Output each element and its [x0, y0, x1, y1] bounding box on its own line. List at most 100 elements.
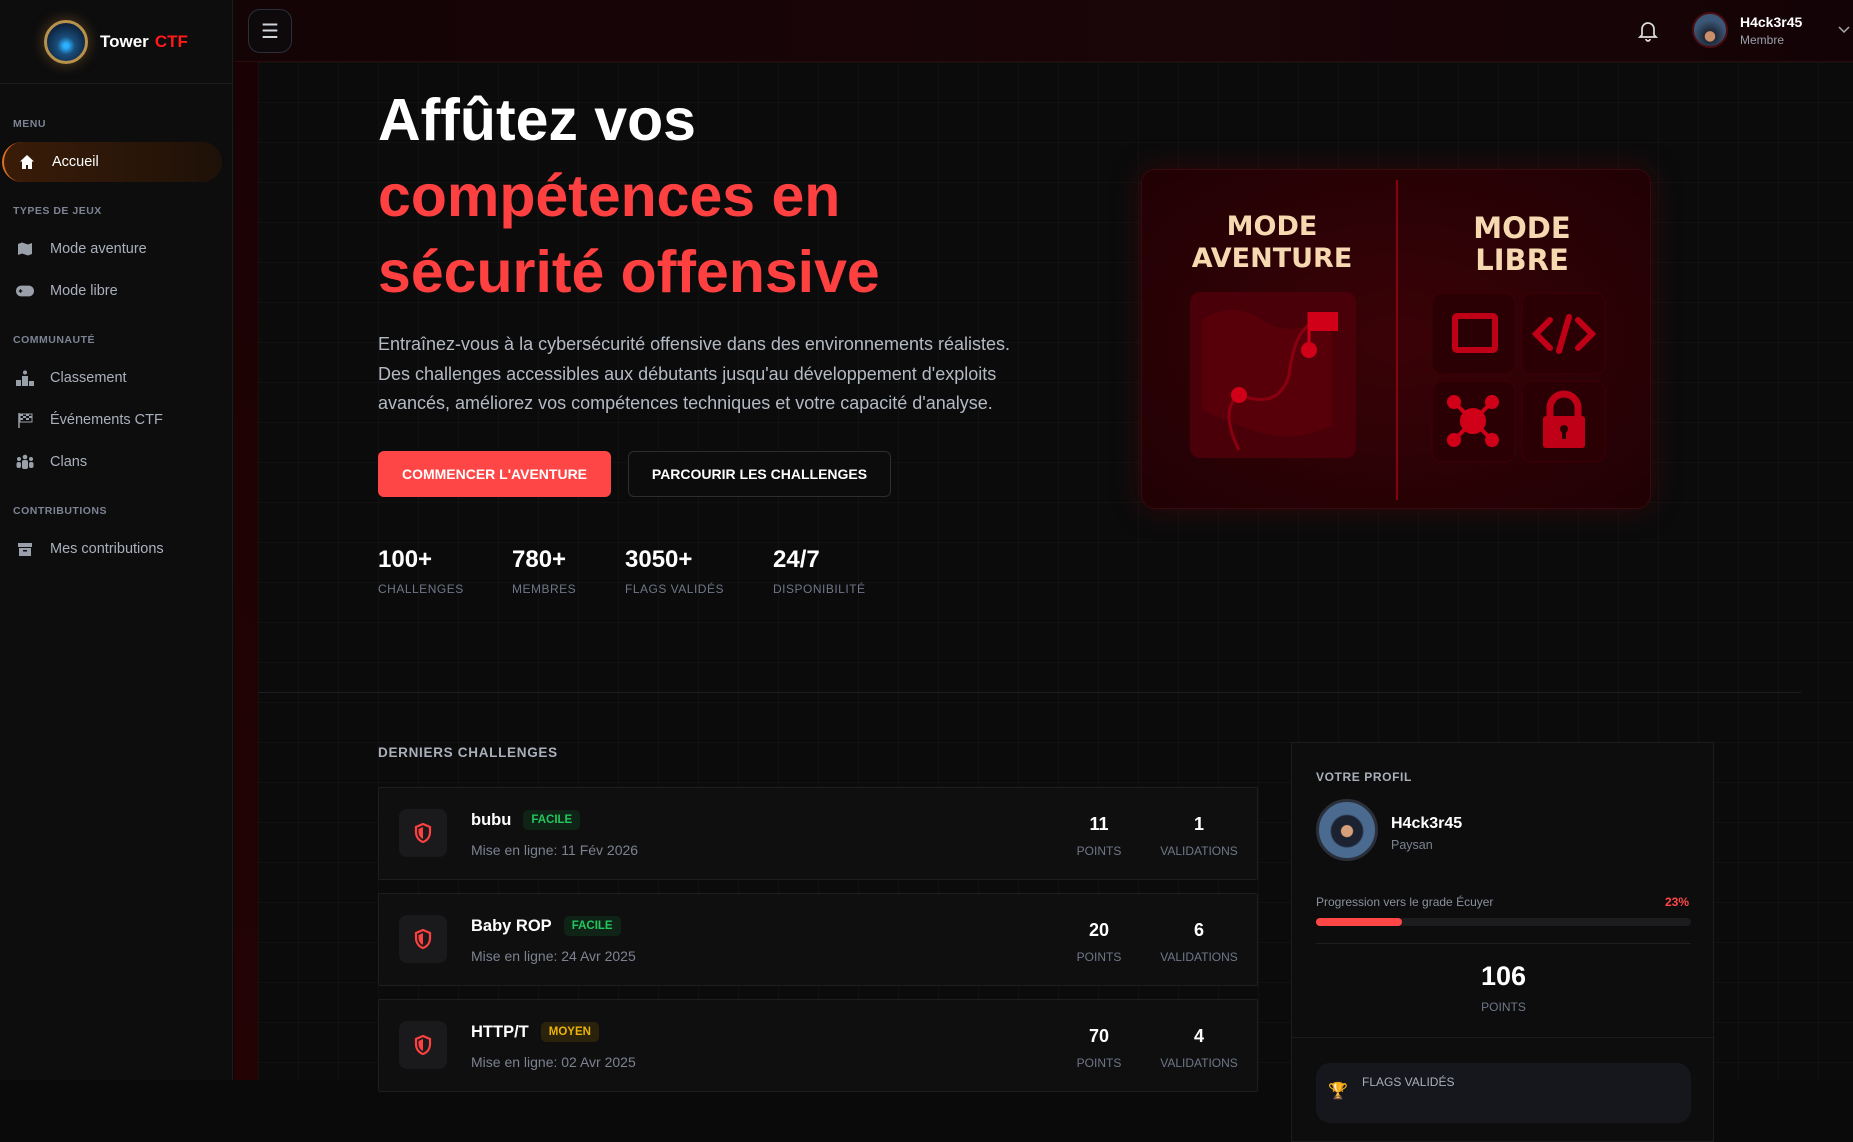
sidebar-item-clans[interactable]: Clans	[2, 442, 222, 482]
section-contributions: CONTRIBUTIONS	[13, 505, 107, 517]
mode-libre-title-2: LIBRE	[1475, 243, 1569, 277]
decorative-strip	[234, 62, 258, 1080]
sidebar-item-mes-contributions[interactable]: Mes contributions	[2, 529, 222, 569]
challenge-points: 70 POINTS	[1076, 1026, 1122, 1070]
mode-aventure-title-2: AVENTURE	[1192, 243, 1353, 274]
users-icon	[16, 453, 34, 471]
profile-card: VOTRE PROFIL H4ck3r45 Paysan Progression…	[1291, 742, 1715, 1142]
hero-title-line2: compétences en	[378, 163, 841, 229]
brand-accent: CTF	[154, 31, 188, 51]
shield-icon	[399, 809, 447, 857]
latest-challenges-title: DERNIERS CHALLENGES	[378, 745, 558, 760]
stat-flags: 3050+ FLAGS VALIDÉS	[625, 546, 724, 596]
code-icon	[1531, 314, 1597, 354]
avatar	[1692, 12, 1728, 48]
notifications-bell-icon[interactable]	[1637, 20, 1659, 47]
progress-fill	[1316, 918, 1403, 926]
user-role: Membre	[1740, 32, 1785, 47]
profile-points-label: POINTS	[1481, 1000, 1526, 1014]
difficulty-badge: MOYEN	[540, 1022, 599, 1042]
sidebar-item-evenements[interactable]: Événements CTF	[2, 400, 222, 440]
challenge-date: Mise en ligne: 24 Avr 2025	[471, 948, 636, 964]
sidebar-item-label: Mode aventure	[50, 241, 147, 257]
stat-challenges: 100+ CHALLENGES	[378, 546, 464, 596]
top-bar: ☰ H4ck3r45 Membre	[234, 0, 1853, 62]
mode-libre-title-1: MODE	[1473, 211, 1570, 245]
stat-membres: 780+ MEMBRES	[512, 546, 577, 596]
challenge-name: Baby ROP	[471, 916, 552, 935]
sidebar: Tower CTF MENU Accueil TYPES DE JEUX Mode…	[0, 0, 233, 1080]
hero-title-line3: sécurité offensive	[378, 239, 880, 305]
gamepad-icon	[16, 282, 34, 300]
difficulty-badge: FACILE	[563, 916, 621, 936]
mode-libre-icons	[1431, 292, 1606, 463]
main-content: Affûtez vos compétences en sécurité offe…	[258, 62, 1853, 1142]
tower-logo-icon	[44, 19, 88, 64]
challenge-card[interactable]: bubu FACILE Mise en ligne: 11 Fév 2026 11…	[378, 787, 1258, 880]
challenge-name: HTTP/T	[471, 1022, 529, 1041]
section-menu: MENU	[13, 118, 46, 130]
start-adventure-button[interactable]: COMMENCER L'AVENTURE	[378, 451, 611, 497]
difficulty-badge: FACILE	[523, 810, 581, 830]
browse-challenges-button[interactable]: PARCOURIR LES CHALLENGES	[628, 451, 891, 497]
trophy-icon: 🏆	[1328, 1083, 1348, 1100]
section-communaute: COMMUNAUTÉ	[13, 334, 95, 346]
progress-label: Progression vers le grade Écuyer	[1316, 895, 1494, 909]
sidebar-item-classement[interactable]: Classement	[2, 358, 222, 398]
menu-toggle-button[interactable]: ☰	[248, 9, 292, 53]
challenge-card[interactable]: Baby ROP FACILE Mise en ligne: 24 Avr 202…	[378, 893, 1258, 986]
sidebar-item-mode-aventure[interactable]: Mode aventure	[2, 229, 222, 269]
map-icon	[16, 240, 34, 258]
chevron-down-icon	[1838, 21, 1850, 39]
hero-description: Entraînez-vous à la cybersécurité offens…	[378, 334, 1011, 413]
user-menu[interactable]: H4ck3r45 Membre	[1692, 12, 1850, 48]
sidebar-item-accueil[interactable]: Accueil	[2, 142, 222, 182]
profile-grade: Paysan	[1391, 838, 1433, 852]
hero-illustration: MODE AVENTURE MODE LIBRE	[1141, 169, 1651, 509]
sidebar-item-label: Classement	[50, 370, 127, 386]
progress-percent: 23%	[1664, 895, 1689, 909]
stat-disponibilite: 24/7 DISPONIBILITÉ	[773, 546, 866, 596]
brand-logo[interactable]: Tower CTF	[0, 0, 232, 84]
challenge-validations: 6 VALIDATIONS	[1160, 920, 1238, 964]
network-icon	[1447, 395, 1499, 447]
home-icon	[18, 153, 36, 171]
section-divider	[258, 692, 1801, 693]
sidebar-item-label: Événements CTF	[50, 412, 163, 428]
map-illustration-icon	[1190, 292, 1356, 458]
archive-icon	[16, 540, 34, 558]
challenge-date: Mise en ligne: 02 Avr 2025	[471, 1054, 636, 1070]
challenge-card[interactable]: HTTP/T MOYEN Mise en ligne: 02 Avr 2025 7…	[378, 999, 1258, 1092]
flags-stat-box: 🏆 FLAGS VALIDÉS	[1316, 1063, 1691, 1123]
flags-label: FLAGS VALIDÉS	[1362, 1075, 1455, 1089]
user-name: H4ck3r45	[1740, 13, 1803, 30]
hero-title-line1: Affûtez vos	[378, 87, 696, 153]
challenge-points: 20 POINTS	[1076, 920, 1122, 964]
challenge-points: 11 POINTS	[1076, 814, 1122, 858]
mode-aventure-title-1: MODE	[1227, 211, 1318, 242]
shield-icon	[399, 915, 447, 963]
section-types: TYPES DE JEUX	[13, 205, 102, 217]
profile-points: 106	[1480, 961, 1527, 991]
flag-checkered-icon	[16, 411, 34, 429]
challenge-validations: 1 VALIDATIONS	[1160, 814, 1238, 858]
challenge-name: bubu	[471, 810, 512, 829]
shield-icon	[399, 1021, 447, 1069]
profile-title: VOTRE PROFIL	[1316, 770, 1412, 784]
profile-divider	[1292, 1037, 1715, 1038]
challenge-date: Mise en ligne: 11 Fév 2026	[471, 842, 639, 858]
lock-icon	[1543, 390, 1585, 448]
progress-bar	[1316, 918, 1691, 926]
podium-icon	[16, 369, 34, 387]
profile-name: H4ck3r45	[1391, 815, 1463, 832]
window-icon	[1452, 313, 1498, 353]
sidebar-item-label: Accueil	[52, 154, 99, 170]
sidebar-item-label: Mes contributions	[50, 541, 164, 557]
sidebar-item-mode-libre[interactable]: Mode libre	[2, 271, 222, 311]
brand-name: Tower	[100, 31, 149, 51]
challenge-validations: 4 VALIDATIONS	[1160, 1026, 1238, 1070]
sidebar-item-label: Mode libre	[50, 283, 118, 299]
profile-divider	[1316, 943, 1691, 944]
hamburger-icon: ☰	[261, 20, 279, 43]
profile-avatar	[1316, 799, 1378, 861]
